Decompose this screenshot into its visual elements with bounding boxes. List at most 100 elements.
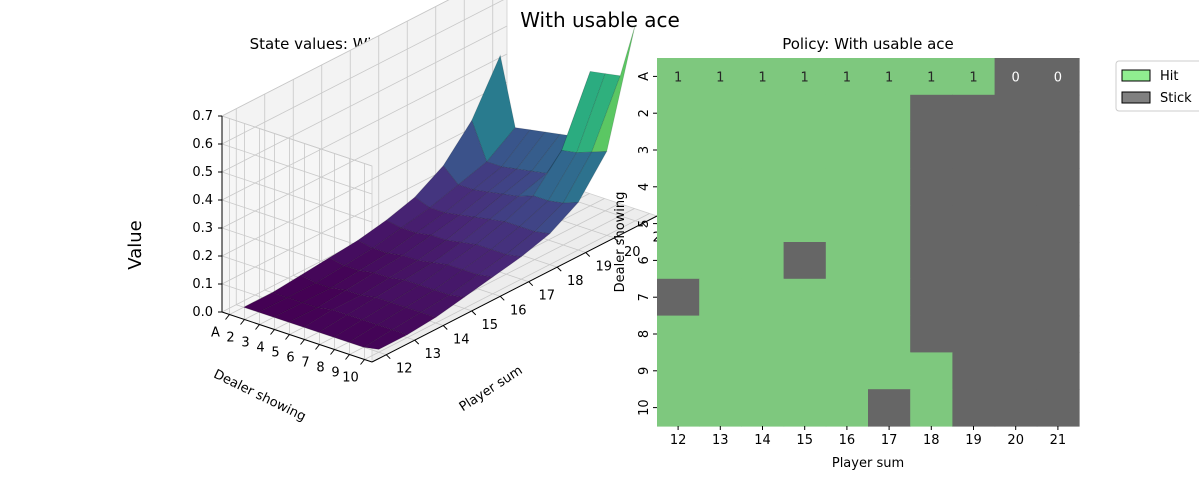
surface-quad — [562, 150, 608, 204]
surface-quad — [505, 231, 551, 258]
heatmap-cell — [994, 131, 1038, 169]
heatmap-cell — [741, 131, 785, 169]
heatmap-cell-label: 1 — [801, 70, 809, 85]
heatmap-cell — [699, 94, 742, 133]
heatmap-cell — [994, 168, 1038, 206]
surface-z-axis-label: Value — [125, 220, 146, 269]
x-tick-label: 21 — [1050, 433, 1067, 448]
x-tick-label: 15 — [796, 433, 813, 448]
player-tick-label: 20 — [624, 245, 641, 260]
heatmap-cell — [952, 168, 996, 206]
heatmap-cell-label: 1 — [969, 70, 977, 85]
player-tick-label: 18 — [567, 274, 584, 289]
heatmap-cell — [657, 278, 700, 317]
heatmap-cell — [868, 352, 911, 390]
heatmap-cell — [699, 242, 742, 280]
heatmap-cell-label: 1 — [927, 70, 935, 85]
x-tick-label: 18 — [923, 433, 940, 448]
dealer-tick-label: 3 — [241, 336, 249, 351]
heatmap-cell — [910, 131, 953, 169]
heatmap-cell — [699, 168, 742, 206]
heatmap-cell — [657, 168, 700, 206]
heatmap-cell — [952, 58, 996, 96]
heatmap-cell — [783, 168, 827, 206]
heatmap-cell — [952, 389, 996, 427]
heatmap-cell — [825, 94, 869, 133]
z-tick-label: 0.7 — [192, 109, 213, 124]
surface-player-axis-label: Player sum — [457, 363, 526, 415]
player-tick-label: 13 — [424, 347, 441, 362]
heatmap-cell — [699, 58, 742, 96]
x-tick-label: 12 — [670, 433, 687, 448]
player-tick-mark — [613, 237, 619, 243]
heatmap-cell — [783, 389, 827, 427]
heatmap-cell — [994, 352, 1038, 390]
heatmap-cell — [994, 315, 1038, 353]
heatmap-cell — [952, 131, 996, 169]
heatmap-cell — [994, 389, 1038, 427]
heatmap-cell — [868, 242, 911, 280]
player-tick-mark — [528, 281, 534, 287]
grid-line — [221, 115, 373, 167]
heatmap-cell — [657, 352, 700, 390]
heatmap-cell — [741, 168, 785, 206]
dealer-tick-label: 8 — [316, 361, 324, 376]
heatmap-cell-label: 1 — [758, 70, 766, 85]
heatmap-cell — [910, 94, 953, 133]
heatmap-cell — [1036, 58, 1080, 96]
heatmap-cell — [868, 315, 911, 353]
heatmap-cell — [783, 131, 827, 169]
legend-hit-swatch — [1121, 69, 1151, 82]
dealer-tick-mark — [285, 334, 290, 340]
dealer-tick-mark — [240, 319, 245, 325]
heatmap-cell — [699, 205, 742, 243]
heatmap-cell — [741, 94, 785, 133]
heatmap-cell — [952, 315, 996, 353]
x-tick-label: 17 — [881, 433, 898, 448]
x-tick-label: 14 — [754, 433, 771, 448]
z-tick-label: 0.6 — [192, 137, 213, 152]
heatmap-cell — [825, 58, 869, 96]
heatmap-cell — [910, 242, 953, 280]
legend: Hit Stick — [1115, 60, 1199, 112]
heatmap-cell — [783, 352, 827, 390]
player-tick-mark — [414, 339, 420, 345]
heatmap-cell — [952, 94, 996, 133]
heatmap-cell — [910, 352, 953, 390]
y-tick-label: A — [637, 72, 652, 81]
heatmap-cell — [699, 389, 742, 427]
legend-stick-swatch — [1121, 91, 1151, 104]
heatmap-cell — [657, 242, 700, 280]
heatmap-cell-label: 1 — [843, 70, 851, 85]
heatmap-cell — [657, 58, 700, 96]
heatmap-cell — [825, 352, 869, 390]
z-tick-label: 0.4 — [192, 193, 213, 208]
heatmap-cell — [952, 352, 996, 390]
heatmap-cell — [699, 352, 742, 390]
legend-stick-label: Stick — [1160, 91, 1192, 106]
heatmap-cell — [1036, 352, 1080, 390]
heatmap-cell-label: 1 — [885, 70, 893, 85]
player-tick-label: 16 — [510, 303, 527, 318]
heatmap-cell — [910, 278, 953, 317]
dealer-tick-mark — [270, 329, 275, 335]
heatmap-cell-label: 0 — [1012, 70, 1020, 85]
heatmap-cell — [825, 168, 869, 206]
player-tick-label: 12 — [396, 362, 413, 377]
heatmap-cell — [699, 315, 742, 353]
y-tick-label: 7 — [637, 293, 652, 301]
heatmap-cell — [868, 205, 911, 243]
dealer-tick-mark — [315, 344, 320, 350]
heatmap-cell — [910, 205, 953, 243]
heatmap-cell — [994, 278, 1038, 317]
heatmap-cell — [783, 205, 827, 243]
grid-line — [364, 213, 650, 360]
z-tick-label: 0.3 — [192, 221, 213, 236]
heatmap-cell — [868, 168, 911, 206]
heatmap-cell — [825, 389, 869, 427]
z-tick-label: 0.5 — [192, 165, 213, 180]
heatmap-cell — [1036, 205, 1080, 243]
dealer-tick-mark — [255, 324, 260, 330]
heatmap-cell — [783, 242, 827, 280]
